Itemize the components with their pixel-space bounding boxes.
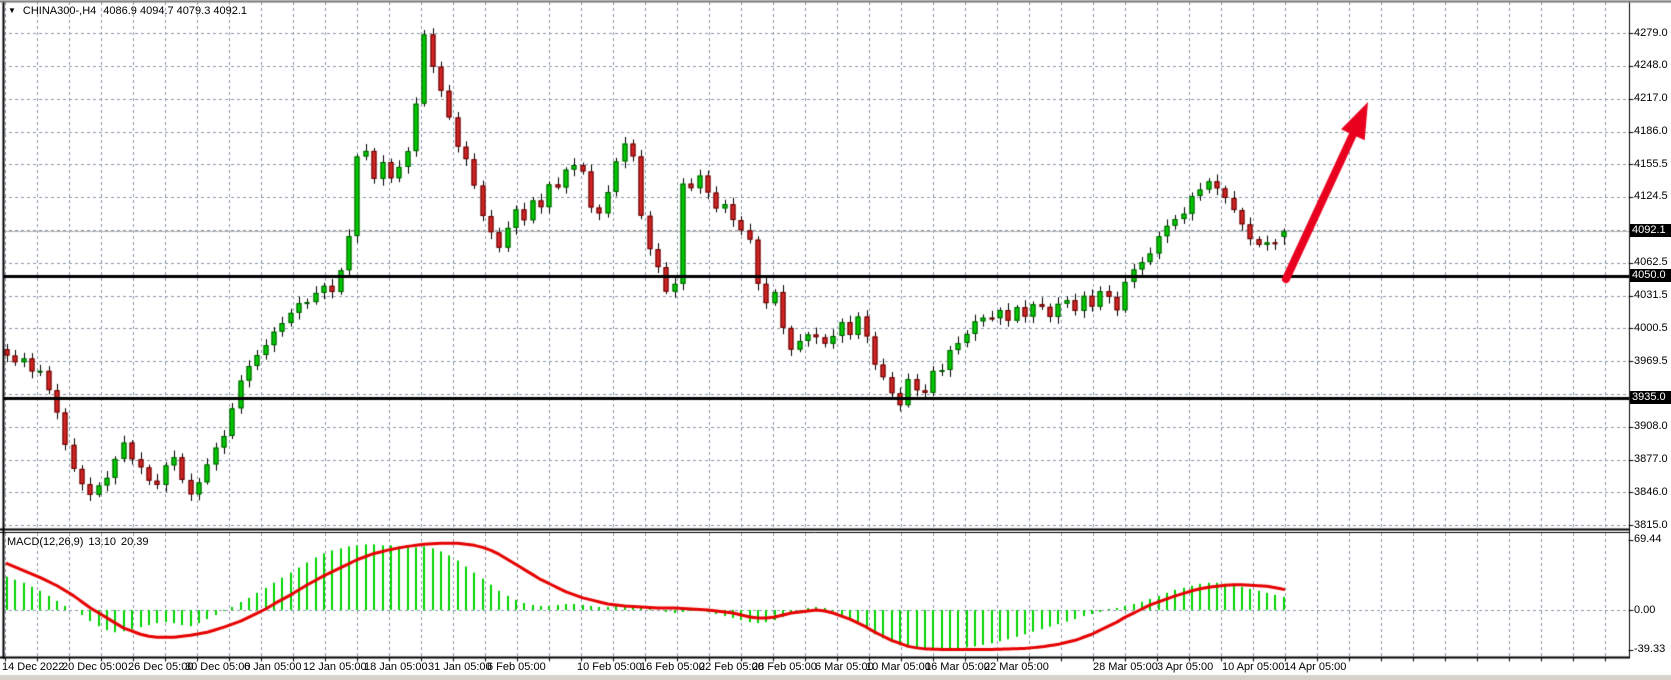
- date-tick-label: 26 Dec 05:00: [128, 661, 194, 673]
- date-tick-label: 20 Dec 05:00: [62, 661, 128, 673]
- date-tick-label: 14 Apr 05:00: [1284, 661, 1347, 673]
- date-tick-label: 30 Dec 05:00: [185, 661, 251, 673]
- macd-tick-label: 0.00: [1634, 603, 1656, 616]
- price-tick-label: 3846.0: [1634, 485, 1668, 498]
- date-tick-label: 14 Dec 2022: [2, 661, 65, 673]
- support-level-badge: 3935.0: [1630, 390, 1671, 404]
- price-tick-label: 4000.5: [1634, 321, 1668, 334]
- date-tick-label: 16 Feb 05:00: [640, 661, 705, 673]
- price-tick-label: 3877.0: [1634, 453, 1668, 466]
- symbol-dropdown-icon[interactable]: ▼: [8, 6, 16, 15]
- date-tick-label: 3 Apr 05:00: [1157, 661, 1214, 673]
- ohlc-values-label: 4086.9 4094.7 4079.3 4092.1: [103, 5, 248, 17]
- price-tick-label: 4248.0: [1634, 59, 1668, 72]
- date-tick-label: 10 Mar 05:00: [866, 661, 931, 673]
- date-tick-label: 10 Apr 05:00: [1222, 661, 1285, 673]
- date-tick-label: 16 Mar 05:00: [925, 661, 990, 673]
- macd-tick-label: -39.33: [1634, 643, 1666, 656]
- price-tick-label: 4062.5: [1634, 256, 1668, 269]
- date-tick-label: 6 Jan 05:00: [244, 661, 302, 673]
- symbol-period-label: CHINA300-,H4: [22, 5, 97, 17]
- price-tick-label: 4155.5: [1634, 157, 1668, 170]
- macd-label: MACD(12,26,9): [7, 536, 84, 548]
- date-tick-label: 28 Feb 05:00: [752, 661, 817, 673]
- price-tick-label: 4279.0: [1634, 26, 1668, 39]
- current-price-badge: 4092.1: [1630, 224, 1671, 238]
- date-tick-label: 31 Jan 05:00: [428, 661, 492, 673]
- macd-signal-value: 20.39: [120, 536, 149, 548]
- price-tick-label: 3969.5: [1634, 354, 1668, 367]
- macd-tick-label: 69.44: [1634, 533, 1662, 546]
- date-tick-label: 22 Mar 05:00: [984, 661, 1049, 673]
- date-tick-label: 28 Mar 05:00: [1093, 661, 1158, 673]
- macd-main-value: 13.10: [88, 536, 116, 548]
- date-tick-label: 18 Jan 05:00: [364, 661, 428, 673]
- date-tick-label: 6 Mar 05:00: [815, 661, 874, 673]
- price-tick-label: 4186.0: [1634, 125, 1668, 138]
- price-tick-label: 4124.5: [1634, 190, 1668, 203]
- date-tick-label: 12 Jan 05:00: [303, 661, 367, 673]
- price-tick-label: 4217.0: [1634, 92, 1668, 105]
- date-tick-label: 10 Feb 05:00: [577, 661, 642, 673]
- price-tick-label: 3815.0: [1634, 518, 1668, 531]
- date-tick-label: 6 Feb 05:00: [487, 661, 546, 673]
- chart-title-row: ▼ CHINA300-,H4 4086.9 4094.7 4079.3 4092…: [8, 5, 247, 17]
- price-tick-label: 3908.0: [1634, 420, 1668, 433]
- resistance-level-badge: 4050.0: [1630, 268, 1671, 282]
- date-tick-label: 22 Feb 05:00: [699, 661, 764, 673]
- price-tick-label: 4031.5: [1634, 289, 1668, 302]
- macd-indicator-header: MACD(12,26,9) 13.10 20.39: [7, 536, 148, 548]
